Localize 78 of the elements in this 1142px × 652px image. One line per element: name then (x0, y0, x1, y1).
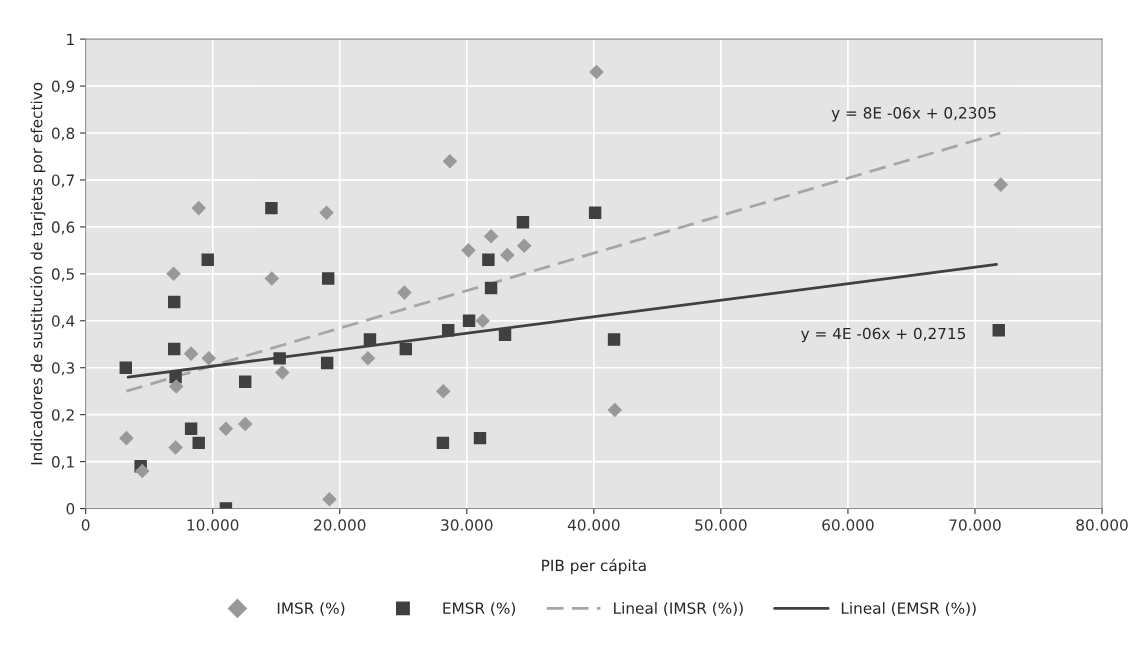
point (397, 285, 412, 300)
point (462, 314, 476, 327)
point (442, 323, 455, 337)
y-tick-label: 0,5 (51, 268, 74, 282)
point (436, 436, 450, 450)
x-tick-label: 40.000 (567, 519, 620, 531)
point (166, 266, 181, 282)
point (320, 356, 334, 370)
y-tick-label: 0,7 (51, 174, 74, 188)
point (321, 272, 335, 285)
legend-label: EMSR (%) (443, 602, 516, 616)
y-tick-label: 0 (66, 503, 75, 515)
point (482, 253, 495, 266)
point (607, 333, 621, 346)
point (201, 351, 217, 366)
point (168, 379, 184, 394)
y-tick-label: 0,3 (51, 362, 75, 376)
point (473, 431, 487, 445)
point (483, 229, 499, 244)
point (119, 361, 133, 374)
point (119, 430, 134, 446)
x-tick-label: 80.000 (1076, 519, 1128, 531)
x-tick-label: 30.000 (441, 519, 493, 531)
point (461, 243, 476, 258)
point (589, 64, 604, 80)
point (265, 201, 278, 215)
annotation: y = 8E -06x + 0,2305 (831, 107, 996, 122)
point (218, 421, 234, 437)
point (201, 253, 214, 266)
point (273, 352, 286, 365)
point (192, 436, 205, 450)
point (319, 205, 334, 221)
point (399, 342, 413, 356)
point (516, 215, 530, 229)
y-tick-label: 0,2 (51, 409, 74, 423)
y-tick-label: 1 (67, 33, 74, 45)
point (516, 238, 532, 253)
y-tick-label: 0,6 (51, 221, 75, 235)
annotation: y = 4E -06x + 0,2715 (801, 327, 966, 343)
legend-label: Lineal (EMSR (%)) (841, 602, 976, 616)
y-tick-label: 0,9 (51, 80, 75, 94)
y-tick-label: 0,1 (51, 456, 74, 470)
point (191, 200, 207, 216)
x-tick-label: 50.000 (695, 519, 747, 531)
x-tick-label: 10.000 (187, 519, 239, 531)
point (264, 271, 280, 286)
point (275, 365, 290, 380)
x-axis-title: PIB per cápita (542, 558, 646, 575)
point (135, 463, 150, 479)
point (183, 346, 199, 361)
point (500, 247, 515, 263)
point (993, 177, 1009, 192)
point (992, 323, 1005, 337)
point (167, 342, 181, 356)
point (442, 153, 458, 169)
point (498, 328, 512, 342)
point (322, 491, 337, 507)
point (363, 333, 377, 346)
point (239, 375, 252, 389)
point (237, 416, 253, 432)
point (168, 440, 183, 455)
point (167, 295, 181, 309)
y-axis-title: Indicadores de sustitución de tarjetas por efectivo (29, 82, 46, 465)
point (484, 281, 498, 295)
legend-label: IMSR (%) (277, 602, 345, 616)
point (607, 402, 623, 418)
point (184, 422, 198, 435)
y-tick-label: 0,4 (51, 315, 75, 329)
legend-label: Lineal (IMSR (%)) (614, 602, 743, 616)
x-tick-label: 0 (81, 519, 90, 531)
point (588, 206, 602, 220)
x-tick-label: 70.000 (949, 519, 1001, 531)
point (436, 383, 451, 399)
y-tick-label: 0,8 (51, 127, 75, 141)
point (360, 351, 376, 366)
x-tick-label: 60.000 (822, 519, 874, 531)
point (475, 313, 490, 329)
x-tick-label: 20.000 (314, 519, 366, 531)
